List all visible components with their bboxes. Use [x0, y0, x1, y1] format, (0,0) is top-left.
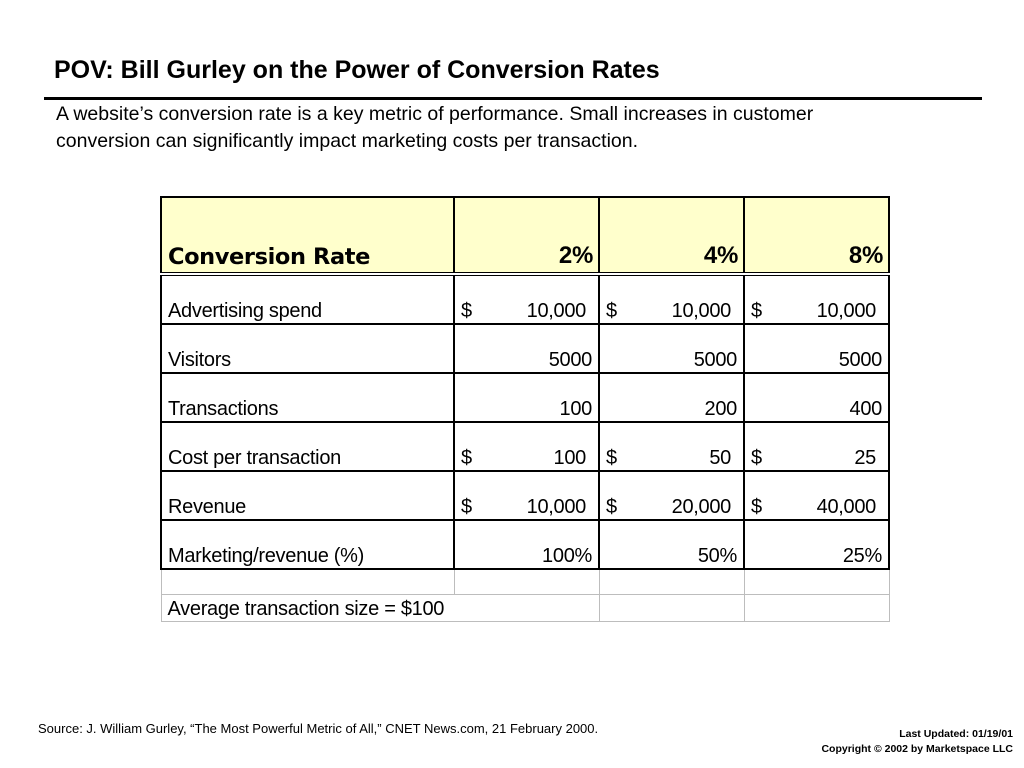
row-label: Cost per transaction — [160, 422, 455, 472]
table-row-average-note: Average transaction size = $100 — [160, 594, 890, 622]
table-cell: $100 — [453, 422, 600, 472]
table-cell — [598, 594, 745, 622]
row-label: Marketing/revenue (%) — [160, 520, 455, 570]
header-conversion-rate: Conversion Rate — [160, 196, 455, 276]
table-cell: $20,000 — [598, 471, 745, 521]
subtitle-line-1: A website’s conversion rate is a key met… — [56, 103, 814, 125]
table-cell: $10,000 — [453, 274, 600, 325]
table-cell — [743, 594, 890, 622]
table-header-row: Conversion Rate 2% 4% 8% — [160, 196, 890, 276]
table-cell — [743, 568, 890, 595]
table-cell: 50% — [598, 520, 745, 570]
copyright: Copyright © 2002 by Marketspace LLC — [821, 743, 1013, 755]
table-row-marketing-revenue: Marketing/revenue (%) 100% 50% 25% — [160, 520, 890, 570]
table-row-transactions: Transactions 100 200 400 — [160, 373, 890, 423]
table-row-advertising-spend: Advertising spend $10,000 $10,000 $10,00… — [160, 274, 890, 325]
header-rate-4pct: 4% — [598, 196, 745, 276]
table-cell: 400 — [743, 373, 890, 423]
table-row-blank — [160, 568, 890, 595]
table-cell: 100 — [453, 373, 600, 423]
header-rate-2pct: 2% — [453, 196, 600, 276]
header-rate-8pct: 8% — [743, 196, 890, 276]
table-row-cost-per-transaction: Cost per transaction $100 $50 $25 — [160, 422, 890, 472]
table-cell: 5000 — [453, 324, 600, 374]
table-cell: $50 — [598, 422, 745, 472]
row-label: Advertising spend — [160, 274, 455, 325]
table-row-visitors: Visitors 5000 5000 5000 — [160, 324, 890, 374]
table-cell — [598, 568, 745, 595]
last-updated: Last Updated: 01/19/01 — [899, 728, 1013, 740]
table-row-revenue: Revenue $10,000 $20,000 $40,000 — [160, 471, 890, 521]
slide-subtitle: A website’s conversion rate is a key met… — [56, 101, 966, 155]
row-label: Transactions — [160, 373, 455, 423]
source-citation: Source: J. William Gurley, “The Most Pow… — [38, 721, 599, 736]
subtitle-line-2: conversion can significantly impact mark… — [56, 130, 639, 152]
row-label: Visitors — [160, 324, 455, 374]
table-cell: $10,000 — [598, 274, 745, 325]
table-cell: $25 — [743, 422, 890, 472]
row-label: Revenue — [160, 471, 455, 521]
table-cell: 5000 — [598, 324, 745, 374]
title-divider — [44, 97, 982, 100]
average-transaction-note: Average transaction size = $100 — [160, 594, 600, 622]
table-cell: 25% — [743, 520, 890, 570]
table-cell: $10,000 — [453, 471, 600, 521]
slide-footer: Last Updated: 01/19/01 Copyright © 2002 … — [821, 727, 1013, 757]
conversion-rate-table: Conversion Rate 2% 4% 8% Advertising spe… — [160, 196, 890, 622]
table-cell: 5000 — [743, 324, 890, 374]
table-cell — [160, 568, 455, 595]
table-cell: 100% — [453, 520, 600, 570]
table-cell: $10,000 — [743, 274, 890, 325]
table-cell: $40,000 — [743, 471, 890, 521]
table-cell — [453, 568, 600, 595]
slide-title: POV: Bill Gurley on the Power of Convers… — [54, 56, 660, 84]
table-cell: 200 — [598, 373, 745, 423]
